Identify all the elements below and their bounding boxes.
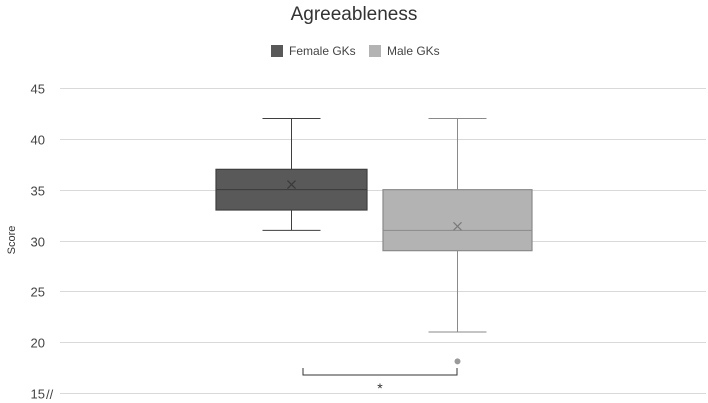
legend-swatch	[369, 45, 381, 57]
y-axis-label: Score	[6, 226, 18, 255]
mean-marker	[287, 180, 296, 190]
axis-break-mark: //	[46, 387, 54, 402]
chart-title: Agreeableness	[291, 4, 418, 25]
significance-bracket: *	[302, 368, 458, 396]
y-tick-label: 30	[31, 235, 45, 250]
bracket-line	[302, 368, 458, 376]
legend-swatch	[271, 45, 283, 57]
legend-label: Male GKs	[387, 44, 440, 58]
y-tick-label: 20	[31, 336, 45, 351]
box-male-gks	[382, 118, 533, 365]
mean-marker	[453, 221, 462, 231]
y-axis-ticks: 15 20 25 30 35 40 45 //	[31, 82, 54, 403]
legend: Female GKs Male GKs	[271, 44, 440, 58]
y-tick-label: 35	[31, 184, 45, 199]
y-tick-label: 15	[31, 387, 45, 402]
box-female-gks	[215, 118, 368, 231]
iqr-box	[382, 189, 533, 252]
boxes	[215, 118, 533, 365]
y-tick-label: 45	[31, 82, 45, 97]
significance-label: *	[377, 380, 383, 396]
y-tick-label: 40	[31, 133, 45, 148]
y-tick-label: 25	[31, 285, 45, 300]
legend-label: Female GKs	[289, 44, 356, 58]
outlier-point	[454, 358, 461, 365]
